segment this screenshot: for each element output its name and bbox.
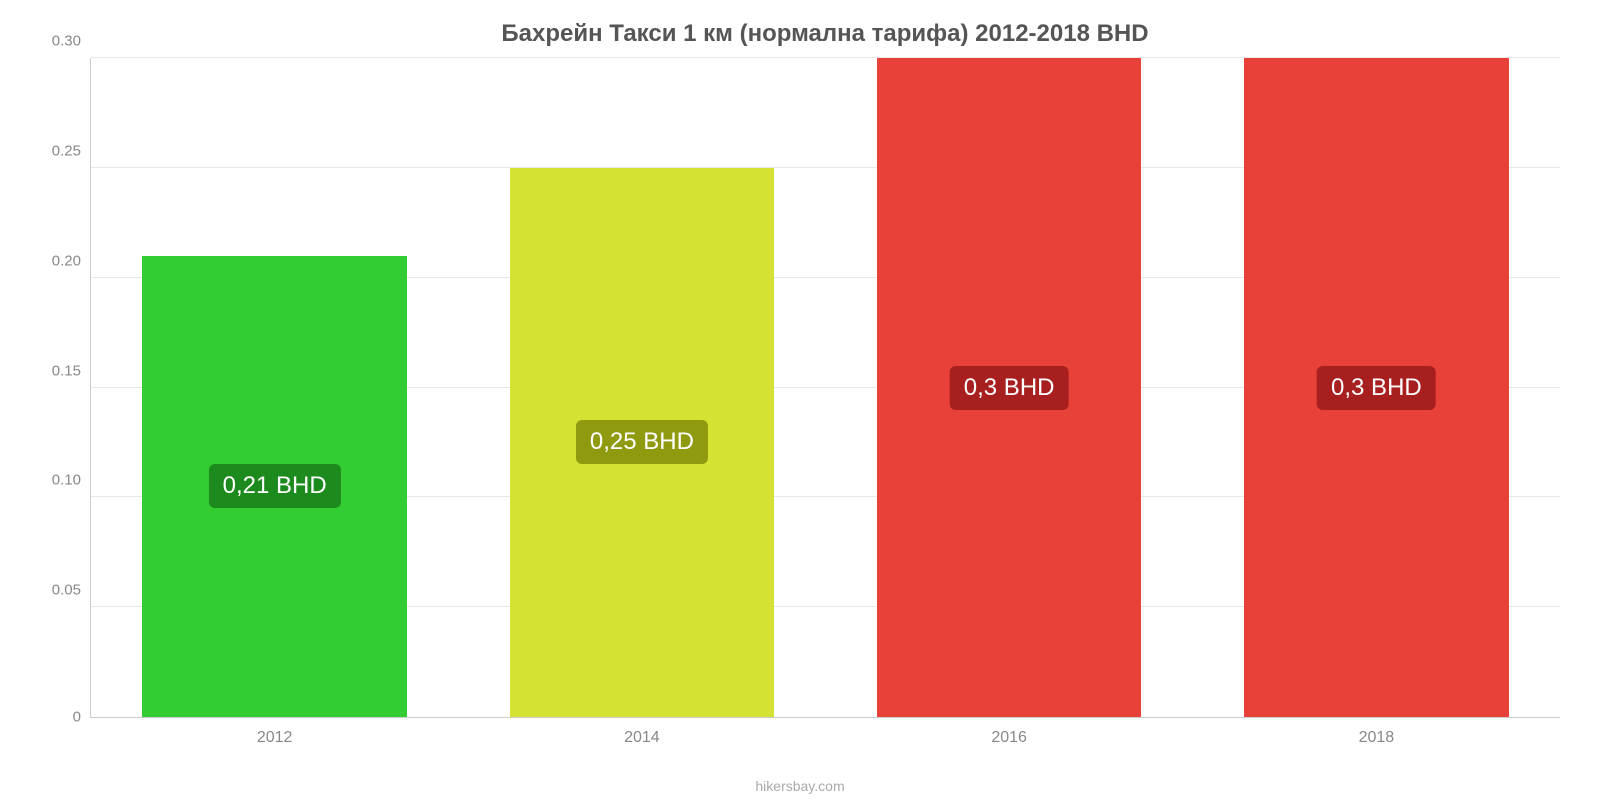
bar-slot: 0,21 BHD 2012 xyxy=(91,58,458,717)
xtick-label: 2012 xyxy=(257,717,293,747)
bar-slot: 0,3 BHD 2016 xyxy=(826,58,1193,717)
bar-value-label: 0,3 BHD xyxy=(1317,366,1436,410)
bar-value-label: 0,3 BHD xyxy=(950,366,1069,410)
bar-value-label: 0,25 BHD xyxy=(576,420,708,464)
bars-row: 0,21 BHD 2012 0,25 BHD 2014 0,3 BHD 2016… xyxy=(91,58,1560,717)
chart-container: Бахрейн Такси 1 км (нормална тарифа) 201… xyxy=(0,0,1600,800)
xtick-label: 2018 xyxy=(1359,717,1395,747)
ytick-label: 0 xyxy=(73,709,91,726)
ytick-label: 0.20 xyxy=(52,252,91,269)
bar-2012: 0,21 BHD xyxy=(142,256,406,717)
bar-value-label: 0,21 BHD xyxy=(209,464,341,508)
bar-2016: 0,3 BHD xyxy=(877,58,1141,717)
chart-title: Бахрейн Такси 1 км (нормална тарифа) 201… xyxy=(90,20,1560,48)
footer-attribution: hikersbay.com xyxy=(0,778,1600,794)
plot-area: 0 0.05 0.10 0.15 0.20 0.25 0.30 0,21 BHD… xyxy=(90,58,1560,718)
xtick-label: 2014 xyxy=(624,717,660,747)
bar-2014: 0,25 BHD xyxy=(510,168,774,717)
ytick-label: 0.15 xyxy=(52,362,91,379)
ytick-label: 0.25 xyxy=(52,142,91,159)
ytick-label: 0.30 xyxy=(52,33,91,50)
bar-slot: 0,25 BHD 2014 xyxy=(458,58,825,717)
bar-slot: 0,3 BHD 2018 xyxy=(1193,58,1560,717)
ytick-label: 0.10 xyxy=(52,472,91,489)
xtick-label: 2016 xyxy=(991,717,1027,747)
ytick-label: 0.05 xyxy=(52,582,91,599)
bar-2018: 0,3 BHD xyxy=(1244,58,1508,717)
